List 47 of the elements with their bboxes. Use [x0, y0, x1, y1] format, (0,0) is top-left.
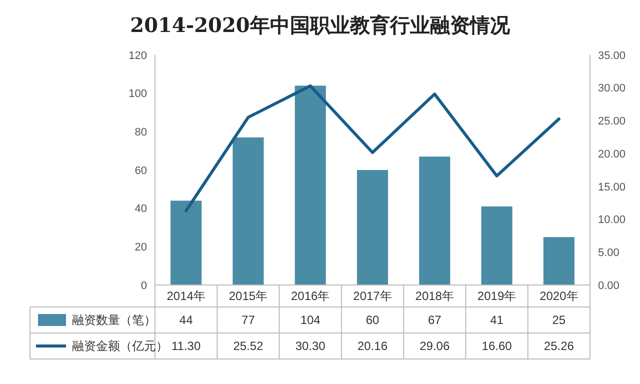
data-label: 25.52 [233, 339, 264, 354]
bar [419, 156, 450, 285]
bar [170, 200, 202, 285]
data-label: 20.16 [357, 339, 388, 354]
y-tick-label: 40 [134, 203, 147, 216]
data-label: 104 [300, 313, 321, 328]
y2-tick-label: 20.00 [598, 148, 626, 160]
legend-label: 融资数量（笔） [72, 313, 156, 328]
y-tick-label: 120 [128, 50, 147, 62]
data-label: 25.26 [544, 339, 574, 354]
y2-tick-label: 0.00 [598, 280, 620, 292]
data-label: 44 [179, 313, 194, 328]
bar [356, 170, 388, 285]
data-label: 67 [428, 313, 442, 328]
data-label: 16.60 [482, 339, 512, 354]
y-tick-label: 60 [134, 164, 147, 177]
bar [294, 86, 326, 285]
line-series [184, 84, 560, 212]
x-tick-label: 2019年 [477, 289, 516, 304]
y-tick-label: 0 [140, 280, 147, 292]
x-tick-label: 2014年 [166, 289, 206, 304]
data-label: 60 [366, 313, 380, 328]
data-label: 30.30 [295, 339, 326, 354]
y2-tick-label: 35.00 [598, 50, 626, 62]
data-label: 11.30 [172, 339, 201, 354]
bar [543, 237, 574, 285]
data-label: 25 [552, 313, 566, 328]
y2-tick-label: 15.00 [598, 181, 626, 194]
bar [232, 137, 264, 285]
chart-title: 2014-2020年中国职业教育行业融资情况 [130, 13, 511, 37]
x-tick-label: 2017年 [353, 289, 392, 304]
data-label: 77 [242, 313, 256, 328]
x-tick-label: 2018年 [415, 289, 454, 304]
y-tick-label: 20 [134, 242, 147, 254]
y2-tick-label: 30.00 [598, 82, 626, 95]
x-tick-label: 2016年 [291, 289, 330, 304]
y2-tick-label: 5.00 [598, 246, 620, 259]
y2-tick-label: 25.00 [598, 116, 626, 128]
x-tick-label: 2015年 [228, 289, 268, 304]
data-label: 29.06 [420, 339, 450, 354]
legend-label: 融资金额（亿元） [72, 339, 168, 354]
bar [481, 206, 512, 285]
y-tick-label: 80 [134, 126, 147, 139]
x-tick-label: 2020年 [540, 289, 578, 304]
y2-tick-label: 10.00 [598, 214, 626, 226]
y-tick-label: 100 [128, 88, 147, 100]
data-label: 41 [490, 313, 504, 328]
